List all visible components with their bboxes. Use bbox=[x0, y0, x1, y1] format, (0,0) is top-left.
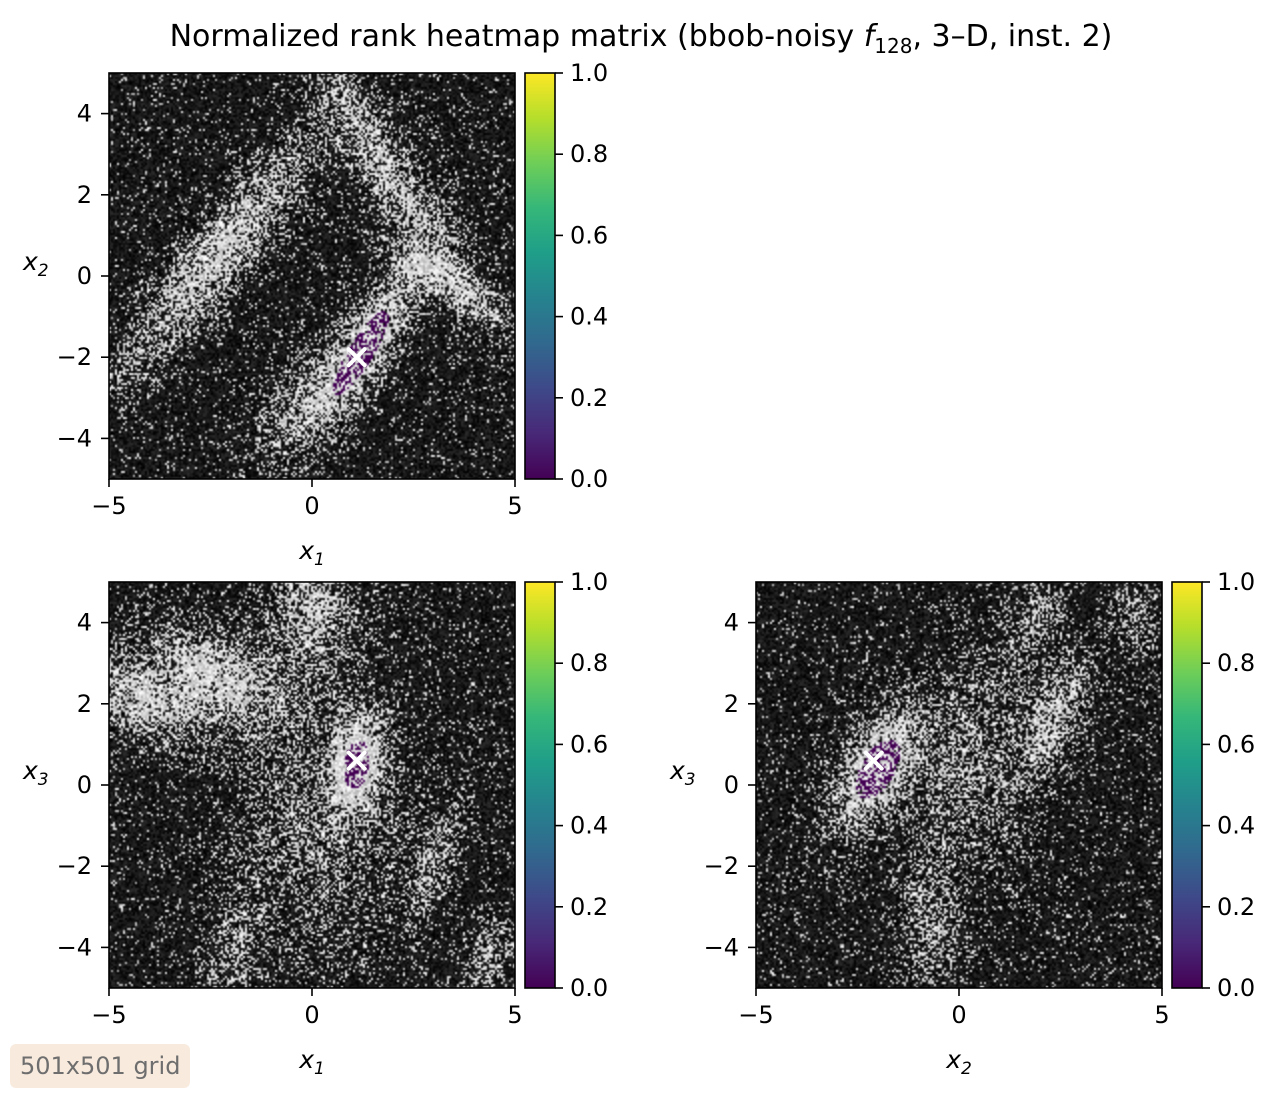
y-axis-label: x3 bbox=[22, 756, 49, 790]
heatmap-panel-x2-x3: −5 0 5 −4 −2 0 2 4 x2 x3 0.0 0.2 0.4 0.6 0.8 1.0 bbox=[669, 568, 1255, 1079]
x-axis-label: x1 bbox=[298, 1045, 325, 1079]
colorbar-tick-label: 1.0 bbox=[570, 568, 608, 596]
x-tick-label: 0 bbox=[304, 492, 319, 520]
figure-title: Normalized rank heatmap matrix (bbob-noi… bbox=[170, 19, 1113, 58]
heatmap-panel-x1-x2: −5 0 5 −4 −2 0 2 4 x1 x2 0.0 0.2 0.4 0.6 0.8 1.0 bbox=[22, 59, 608, 570]
y-tick-label: 4 bbox=[77, 100, 92, 128]
colorbar-gradient bbox=[1171, 581, 1203, 989]
colorbar-tick-label: 0.2 bbox=[570, 384, 608, 412]
x-tick-label: −5 bbox=[91, 492, 126, 520]
y-axis-label: x2 bbox=[22, 247, 49, 281]
colorbar-tick-label: 0.0 bbox=[570, 974, 608, 1002]
heatmap-image bbox=[109, 582, 515, 988]
heatmap-image bbox=[109, 73, 515, 479]
x-tick-label: 0 bbox=[304, 1001, 319, 1029]
optimum-marker bbox=[346, 347, 367, 368]
colorbar-tick-label: 0.8 bbox=[570, 140, 608, 168]
y-tick-label: 2 bbox=[724, 690, 739, 718]
x-tick-label: −5 bbox=[91, 1001, 126, 1029]
colorbar-tick-label: 0.6 bbox=[1217, 730, 1255, 758]
colorbar-tick-label: 1.0 bbox=[1217, 568, 1255, 596]
x-tick-label: 5 bbox=[1154, 1001, 1169, 1029]
y-tick-label: 2 bbox=[77, 690, 92, 718]
colorbar: 0.0 0.2 0.4 0.6 0.8 1.0 bbox=[524, 568, 608, 1002]
y-tick-label: −2 bbox=[57, 343, 92, 371]
colorbar-tick-label: 0.6 bbox=[570, 221, 608, 249]
colorbar-gradient bbox=[524, 72, 556, 480]
x-tick-label: 5 bbox=[507, 1001, 522, 1029]
y-tick-label: −4 bbox=[704, 933, 739, 961]
colorbar-tick-label: 0.4 bbox=[570, 812, 608, 840]
optimum-marker bbox=[346, 750, 367, 771]
colorbar-tick-label: 1.0 bbox=[570, 59, 608, 87]
grid-size-badge: 501x501 grid bbox=[10, 1044, 191, 1088]
y-tick-label: 4 bbox=[77, 609, 92, 637]
colorbar-tick-label: 0.4 bbox=[570, 303, 608, 331]
colorbar-tick-label: 0.2 bbox=[1217, 893, 1255, 921]
y-tick-label: −4 bbox=[57, 424, 92, 452]
x-tick-label: 5 bbox=[507, 492, 522, 520]
y-tick-label: −4 bbox=[57, 933, 92, 961]
y-axis-label: x3 bbox=[669, 756, 696, 790]
x-axis-label: x1 bbox=[298, 536, 325, 570]
y-tick-label: 0 bbox=[77, 771, 92, 799]
colorbar-tick-label: 0.8 bbox=[1217, 649, 1255, 677]
colorbar: 0.0 0.2 0.4 0.6 0.8 1.0 bbox=[524, 59, 608, 493]
y-tick-label: −2 bbox=[57, 852, 92, 880]
colorbar-tick-label: 0.2 bbox=[570, 893, 608, 921]
heatmap-image bbox=[756, 582, 1162, 988]
x-axis-label: x2 bbox=[945, 1045, 972, 1079]
x-tick-label: −5 bbox=[738, 1001, 773, 1029]
colorbar: 0.0 0.2 0.4 0.6 0.8 1.0 bbox=[1171, 568, 1255, 1002]
colorbar-tick-label: 0.0 bbox=[1217, 974, 1255, 1002]
colorbar-gradient bbox=[524, 581, 556, 989]
colorbar-tick-label: 0.0 bbox=[570, 465, 608, 493]
optimum-marker bbox=[863, 750, 884, 771]
heatmap-panel-x1-x3: −5 0 5 −4 −2 0 2 4 x1 x3 0.0 0.2 0.4 0.6 0.8 1.0 bbox=[22, 568, 608, 1079]
y-tick-label: 0 bbox=[77, 262, 92, 290]
y-tick-label: 2 bbox=[77, 181, 92, 209]
y-tick-label: 4 bbox=[724, 609, 739, 637]
colorbar-tick-label: 0.6 bbox=[570, 730, 608, 758]
y-tick-label: −2 bbox=[704, 852, 739, 880]
y-tick-label: 0 bbox=[724, 771, 739, 799]
colorbar-tick-label: 0.4 bbox=[1217, 812, 1255, 840]
x-tick-label: 0 bbox=[951, 1001, 966, 1029]
colorbar-tick-label: 0.8 bbox=[570, 649, 608, 677]
